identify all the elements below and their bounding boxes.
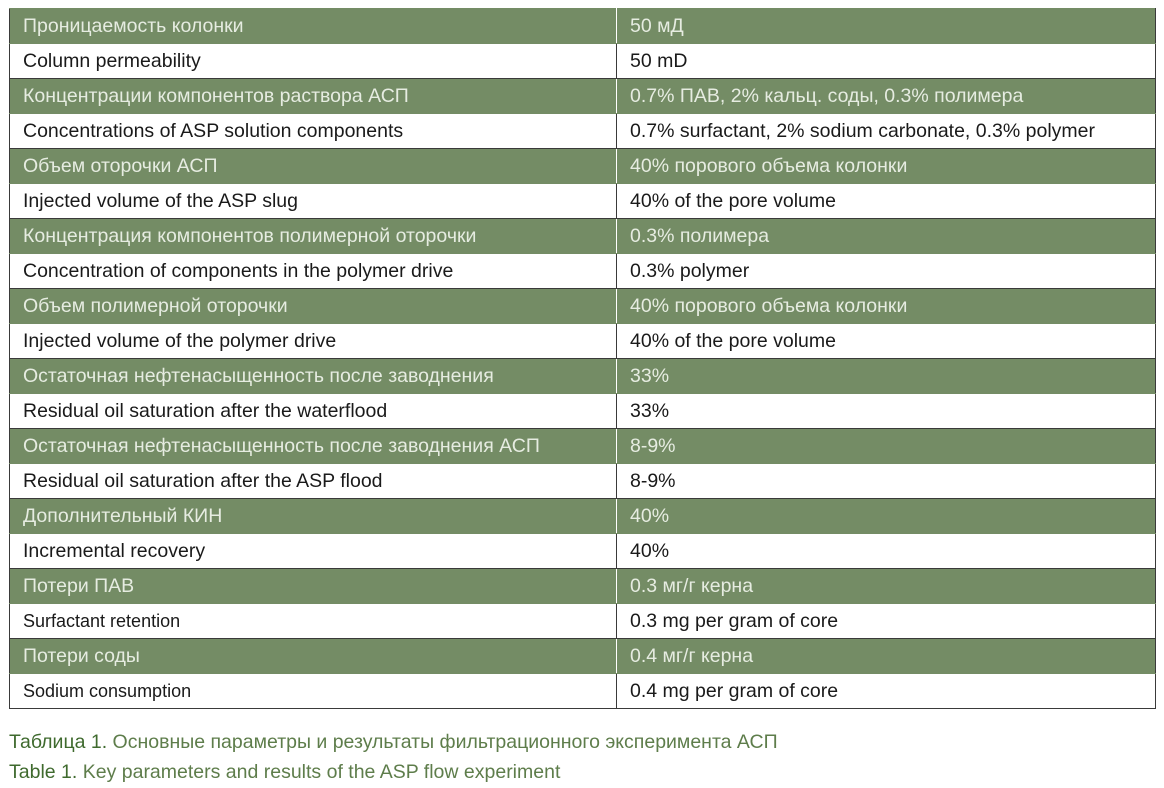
table-row: Residual oil saturation after the ASP fl…	[9, 463, 1156, 499]
value-cell: 33%	[616, 393, 1156, 429]
table-row: Объем оторочки АСП 40% порового объема ко…	[9, 148, 1156, 184]
parameter-cell: Concentrations of ASP solution component…	[9, 113, 617, 149]
parameter-cell: Проницаемость колонки	[9, 8, 617, 44]
value-cell: 40%	[616, 533, 1156, 569]
value-cell: 0.3% полимера	[616, 218, 1156, 254]
table-row: Потери ПАВ 0.3 мг/г керна	[9, 568, 1156, 604]
parameter-cell: Surfactant retention	[9, 603, 617, 639]
table-row: Column permeability 50 mD	[9, 43, 1156, 79]
table-caption-ru: Таблица 1. Основные параметры и результа…	[9, 731, 778, 754]
parameter-cell: Остаточная нефтенасыщенность после завод…	[9, 428, 617, 464]
value-cell: 40% of the pore volume	[616, 183, 1156, 219]
value-cell: 8-9%	[616, 463, 1156, 499]
table-row: Residual oil saturation after the waterf…	[9, 393, 1156, 429]
table-row: Concentration of components in the polym…	[9, 253, 1156, 289]
parameters-table: Проницаемость колонки 50 мД Column permeab…	[9, 8, 1156, 709]
parameters-table-container: Проницаемость колонки 50 мД Column permeab…	[9, 8, 1156, 709]
table-row: Дополнительный КИН 40%	[9, 498, 1156, 534]
caption-label-ru: Таблица 1.	[9, 731, 108, 753]
value-cell: 40% порового объема колонки	[616, 288, 1156, 324]
value-cell: 50 mD	[616, 43, 1156, 79]
table-row: Sodium consumption 0.4 mg per gram of cor…	[9, 673, 1156, 709]
parameter-cell: Остаточная нефтенасыщенность после завод…	[9, 358, 617, 394]
caption-text-en: Key parameters and results of the ASP fl…	[77, 761, 561, 783]
parameter-cell: Потери ПАВ	[9, 568, 617, 604]
value-cell: 50 мД	[616, 8, 1156, 44]
table-row: Concentrations of ASP solution component…	[9, 113, 1156, 149]
table-row: Потери соды 0.4 мг/г керна	[9, 638, 1156, 674]
parameter-cell: Дополнительный КИН	[9, 498, 617, 534]
value-cell: 0.4 мг/г керна	[616, 638, 1156, 674]
parameter-cell: Injected volume of the polymer drive	[9, 323, 617, 359]
table-row: Концентрация компонентов полимерной отор…	[9, 218, 1156, 254]
parameter-cell: Объем оторочки АСП	[9, 148, 617, 184]
value-cell: 33%	[616, 358, 1156, 394]
table-row: Объем полимерной оторочки 40% порового об…	[9, 288, 1156, 324]
parameter-cell: Column permeability	[9, 43, 617, 79]
value-cell: 0.3% polymer	[616, 253, 1156, 289]
parameter-cell: Incremental recovery	[9, 533, 617, 569]
table-row: Surfactant retention 0.3 mg per gram of c…	[9, 603, 1156, 639]
value-cell: 40% порового объема колонки	[616, 148, 1156, 184]
table-row: Остаточная нефтенасыщенность после завод…	[9, 428, 1156, 464]
value-cell: 0.7% ПАВ, 2% кальц. соды, 0.3% полимера	[616, 78, 1156, 114]
value-cell: 40% of the pore volume	[616, 323, 1156, 359]
parameter-cell: Sodium consumption	[9, 673, 617, 709]
value-cell: 0.3 мг/г керна	[616, 568, 1156, 604]
value-cell: 0.3 mg per gram of core	[616, 603, 1156, 639]
parameter-cell: Residual oil saturation after the waterf…	[9, 393, 617, 429]
parameter-cell: Объем полимерной оторочки	[9, 288, 617, 324]
caption-text-ru: Основные параметры и результаты фильтрац…	[107, 731, 778, 753]
table-row: Концентрации компонентов раствора АСП 0.7…	[9, 78, 1156, 114]
table-row: Остаточная нефтенасыщенность после завод…	[9, 358, 1156, 394]
table-row: Проницаемость колонки 50 мД	[9, 8, 1156, 44]
table-caption-en: Table 1. Key parameters and results of t…	[9, 761, 560, 784]
parameter-cell: Injected volume of the ASP slug	[9, 183, 617, 219]
table-row: Incremental recovery 40%	[9, 533, 1156, 569]
parameter-cell: Потери соды	[9, 638, 617, 674]
value-cell: 0.7% surfactant, 2% sodium carbonate, 0.…	[616, 113, 1156, 149]
parameters-table-body: Проницаемость колонки 50 мД Column permeab…	[9, 8, 1156, 709]
parameter-cell: Concentration of components in the polym…	[9, 253, 617, 289]
parameter-cell: Концентрация компонентов полимерной отор…	[9, 218, 617, 254]
value-cell: 8-9%	[616, 428, 1156, 464]
parameter-cell: Концентрации компонентов раствора АСП	[9, 78, 617, 114]
parameter-cell: Residual oil saturation after the ASP fl…	[9, 463, 617, 499]
value-cell: 0.4 mg per gram of core	[616, 673, 1156, 709]
caption-label-en: Table 1.	[9, 761, 78, 783]
value-cell: 40%	[616, 498, 1156, 534]
table-row: Injected volume of the polymer drive 40% …	[9, 323, 1156, 359]
table-row: Injected volume of the ASP slug 40% of th…	[9, 183, 1156, 219]
